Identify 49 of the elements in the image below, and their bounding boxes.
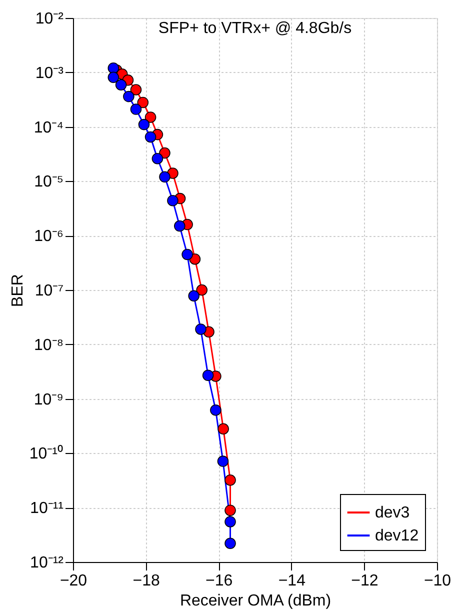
point (182, 248, 193, 260)
point (137, 96, 149, 108)
x-tick-label: −20 (60, 572, 88, 590)
x-tick-label: −18 (132, 572, 160, 590)
y-tick-label: 10⁻⁸ (34, 336, 64, 354)
point (217, 456, 229, 467)
x-tick-label: −10 (424, 572, 452, 590)
point (115, 79, 127, 90)
point (224, 504, 236, 516)
point (196, 284, 208, 296)
point (224, 538, 236, 550)
point (188, 290, 200, 302)
point (224, 516, 236, 528)
point (159, 147, 170, 159)
point (202, 370, 214, 381)
point (108, 72, 120, 84)
y-tick-label: 10⁻³ (35, 64, 64, 82)
point (159, 171, 170, 183)
x-tick-label: −12 (351, 572, 378, 590)
point (210, 404, 222, 416)
y-tick-label: 10⁻¹¹ (30, 500, 64, 518)
point (195, 324, 206, 335)
point (167, 194, 178, 206)
y-tick-label: 10⁻² (35, 10, 64, 28)
point (130, 84, 142, 96)
y-tick-label: 10⁻¹⁰ (29, 444, 64, 463)
x-tick-label: −14 (278, 572, 306, 590)
y-tick-label: 10⁻⁴ (34, 119, 64, 136)
y-tick-label: 10⁻⁷ (34, 282, 64, 300)
point (138, 118, 150, 130)
y-tick-label: 10⁻¹² (30, 554, 64, 572)
chart-title: SFP+ to VTRx+ @ 4.8Gb/s (158, 20, 352, 37)
point (218, 423, 229, 435)
point (123, 90, 134, 102)
point (152, 152, 164, 164)
legend-label: dev3 (375, 504, 410, 522)
point (144, 112, 156, 123)
y-tick-label: 10⁻⁵ (34, 174, 64, 191)
point (224, 474, 236, 486)
y-tick-label: 10⁻⁶ (34, 228, 64, 246)
point (130, 104, 142, 115)
legend-label: dev12 (375, 528, 419, 544)
point (144, 131, 156, 143)
y-tick-label: 10⁻⁹ (34, 391, 64, 408)
point (108, 62, 120, 74)
y-axis-title: BER (9, 274, 26, 307)
x-tick-label: −16 (206, 572, 233, 590)
point (174, 220, 186, 232)
x-axis-title: Receiver OMA (dBm) (180, 592, 332, 610)
